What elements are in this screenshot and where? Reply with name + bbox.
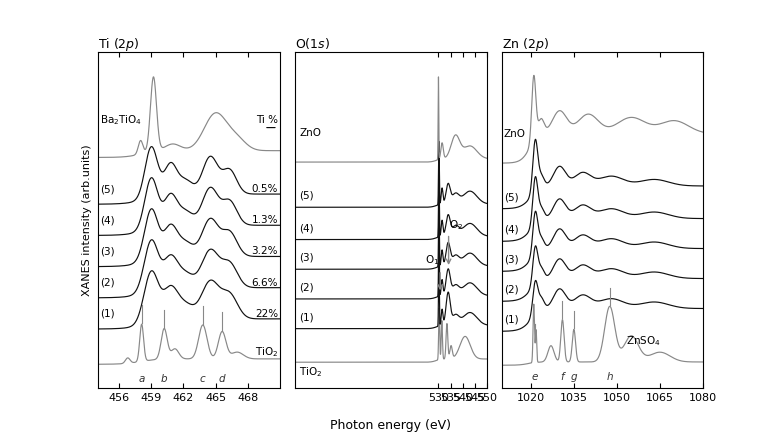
Text: Photon energy (eV): Photon energy (eV) xyxy=(330,419,451,432)
Text: 1.3%: 1.3% xyxy=(251,215,278,225)
Text: (5): (5) xyxy=(504,192,519,202)
Text: (3): (3) xyxy=(299,253,314,263)
Text: ZnO: ZnO xyxy=(299,128,321,138)
Text: e: e xyxy=(532,372,538,382)
Text: Zn (2$p$): Zn (2$p$) xyxy=(502,36,549,53)
Y-axis label: XANES intensity (arb.units): XANES intensity (arb.units) xyxy=(82,144,92,296)
Text: a: a xyxy=(138,374,144,384)
Text: f: f xyxy=(561,372,564,382)
Text: (3): (3) xyxy=(504,255,519,265)
Text: (4): (4) xyxy=(100,215,114,225)
Text: g: g xyxy=(571,372,577,382)
Text: (2): (2) xyxy=(100,278,114,288)
Text: O$_2$: O$_2$ xyxy=(449,218,463,232)
Text: (3): (3) xyxy=(100,246,114,256)
Text: Ba$_2$TiO$_4$: Ba$_2$TiO$_4$ xyxy=(100,113,142,127)
Text: (5): (5) xyxy=(299,191,314,201)
Text: TiO$_2$: TiO$_2$ xyxy=(299,365,323,379)
Text: O(1$s$): O(1$s$) xyxy=(295,36,330,51)
Text: (1): (1) xyxy=(100,309,114,319)
Text: b: b xyxy=(161,374,167,384)
Text: (2): (2) xyxy=(504,285,519,295)
Text: 0.5%: 0.5% xyxy=(251,184,278,194)
Text: (2): (2) xyxy=(299,283,314,293)
Text: 22%: 22% xyxy=(255,309,278,319)
Text: c: c xyxy=(200,374,205,384)
Text: (4): (4) xyxy=(504,225,519,235)
Text: O$_1$: O$_1$ xyxy=(425,254,440,267)
Text: Ti (2$p$): Ti (2$p$) xyxy=(98,36,139,53)
Text: 6.6%: 6.6% xyxy=(251,278,278,288)
Text: ZnSO$_4$: ZnSO$_4$ xyxy=(626,334,660,348)
Text: (4): (4) xyxy=(299,223,314,233)
Text: (1): (1) xyxy=(299,312,314,322)
Text: (5): (5) xyxy=(100,184,114,194)
Text: 3.2%: 3.2% xyxy=(251,246,278,256)
Text: d: d xyxy=(219,374,226,384)
Text: (1): (1) xyxy=(504,315,519,325)
Text: h: h xyxy=(606,372,613,382)
Text: Ti %: Ti % xyxy=(256,115,278,125)
Text: TiO$_2$: TiO$_2$ xyxy=(255,345,278,359)
Text: ZnO: ZnO xyxy=(504,129,526,139)
